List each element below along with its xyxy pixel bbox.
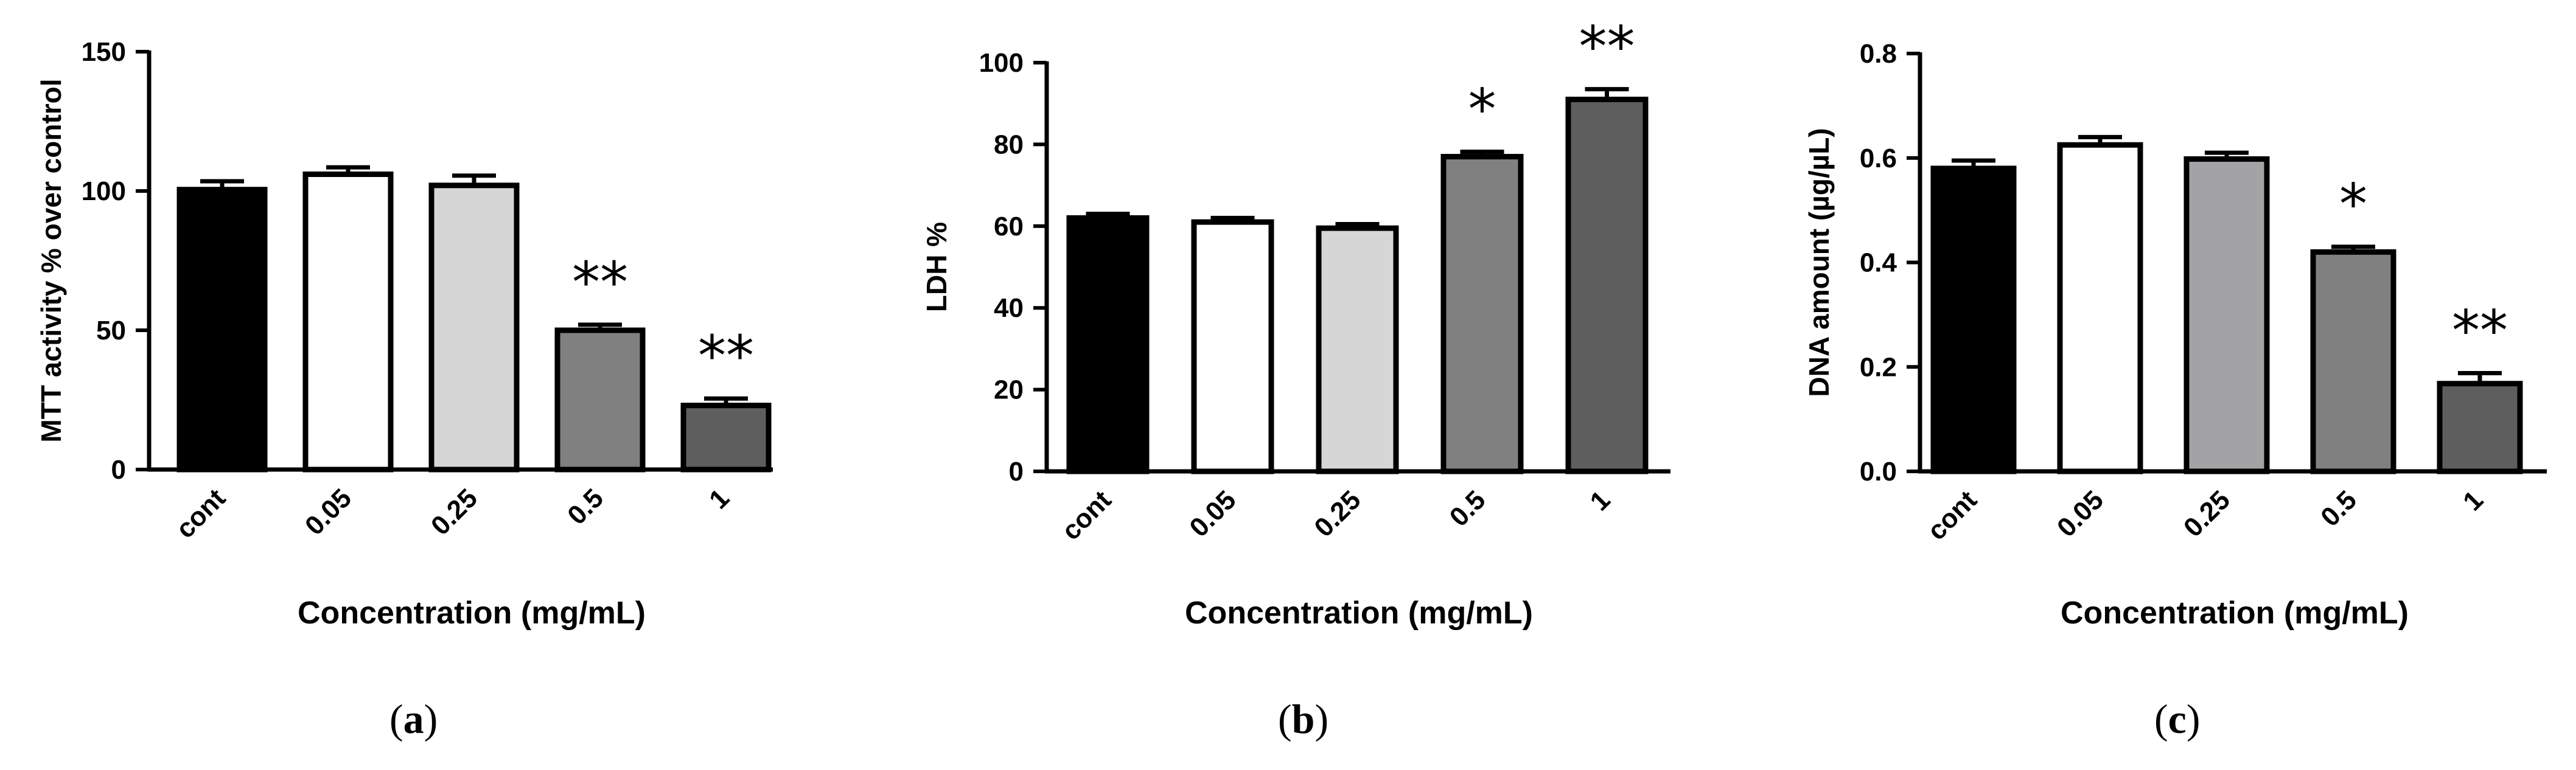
y-tick-label: 0.0 — [1860, 457, 1897, 487]
y-tick-label: 0.2 — [1860, 352, 1897, 382]
significance-mark: ** — [698, 324, 754, 389]
y-axis-title: DNA amount (µg/µL) — [1803, 128, 1835, 397]
y-tick-label: 150 — [82, 37, 126, 67]
significance-mark: ** — [2452, 299, 2508, 364]
bar-0.25 — [428, 182, 520, 473]
chart-panel-b: 0 20 40 60 80 100 cont 0.05 0.25 0.5 * 1 ** LDH % Conc… — [921, 15, 1670, 742]
bar-1 — [1565, 96, 1649, 474]
x-tick-label: 0.05 — [299, 483, 357, 541]
bar-cont — [1066, 215, 1150, 474]
chart-panel-c: 0.0 0.2 0.4 0.6 0.8 cont 0.05 0.25 0.5 * 1 ** DNA am… — [1803, 39, 2547, 742]
y-tick-label: 40 — [994, 293, 1024, 323]
significance-mark: ** — [1579, 15, 1635, 80]
bar-1 — [680, 403, 772, 473]
panel-label: (b) — [1278, 696, 1328, 742]
x-tick-label: cont — [170, 483, 232, 544]
y-tick-label: 0.8 — [1860, 39, 1897, 69]
bar-cont — [1930, 165, 2017, 474]
significance-mark: * — [2339, 172, 2367, 237]
y-axis-title: MTT activity % over control — [35, 78, 67, 442]
bar-0.05 — [1191, 219, 1274, 474]
y-tick-label: 80 — [994, 130, 1024, 159]
x-tick-label: cont — [1922, 485, 1983, 546]
y-tick-label: 0.6 — [1860, 144, 1897, 173]
bar-0.5 — [554, 327, 646, 473]
x-axis-title: Concentration (mg/mL) — [298, 595, 646, 631]
y-tick-label: 100 — [82, 176, 126, 206]
x-tick-label: 0.25 — [425, 483, 483, 541]
bar-1 — [2437, 381, 2523, 474]
bar-0.05 — [2057, 142, 2143, 474]
bar-0.05 — [302, 172, 394, 473]
y-tick-label: 0.4 — [1860, 248, 1897, 278]
x-tick-label: 1 — [2457, 485, 2489, 516]
bar-0.25 — [1316, 225, 1399, 474]
x-tick-label: 0.25 — [1308, 485, 1366, 543]
bar-0.5 — [1440, 154, 1524, 474]
y-tick-label: 100 — [979, 48, 1024, 78]
x-tick-label: 0.25 — [2178, 485, 2236, 543]
y-tick-label: 0 — [111, 455, 126, 485]
significance-mark: * — [1468, 77, 1496, 142]
x-tick-label: 1 — [703, 483, 735, 515]
x-tick-label: 0.5 — [2315, 485, 2362, 532]
y-tick-label: 0 — [1009, 457, 1024, 487]
significance-mark: ** — [572, 250, 628, 315]
bar-0.5 — [2310, 249, 2396, 474]
bar-0.25 — [2183, 156, 2270, 474]
chart-panel-a: 0 50 100 150 cont 0.05 0.25 0.5 ** 1 ** MTT activit… — [35, 37, 773, 742]
panel-label: (a) — [389, 696, 438, 742]
y-axis-title: LDH % — [921, 222, 952, 312]
y-tick-label: 60 — [994, 212, 1024, 241]
x-tick-label: cont — [1056, 485, 1117, 546]
x-axis-title: Concentration (mg/mL) — [1185, 595, 1533, 631]
x-tick-label: 0.05 — [2051, 485, 2109, 543]
x-axis-title: Concentration (mg/mL) — [2061, 595, 2409, 631]
y-tick-label: 20 — [994, 375, 1024, 405]
x-tick-label: 0.05 — [1184, 485, 1241, 543]
x-tick-label: 1 — [1585, 485, 1616, 516]
y-tick-label: 50 — [96, 316, 126, 345]
x-tick-label: 0.5 — [1444, 485, 1492, 532]
panel-label: (c) — [2154, 696, 2201, 742]
x-tick-label: 0.5 — [562, 483, 609, 530]
bar-cont — [176, 187, 268, 473]
